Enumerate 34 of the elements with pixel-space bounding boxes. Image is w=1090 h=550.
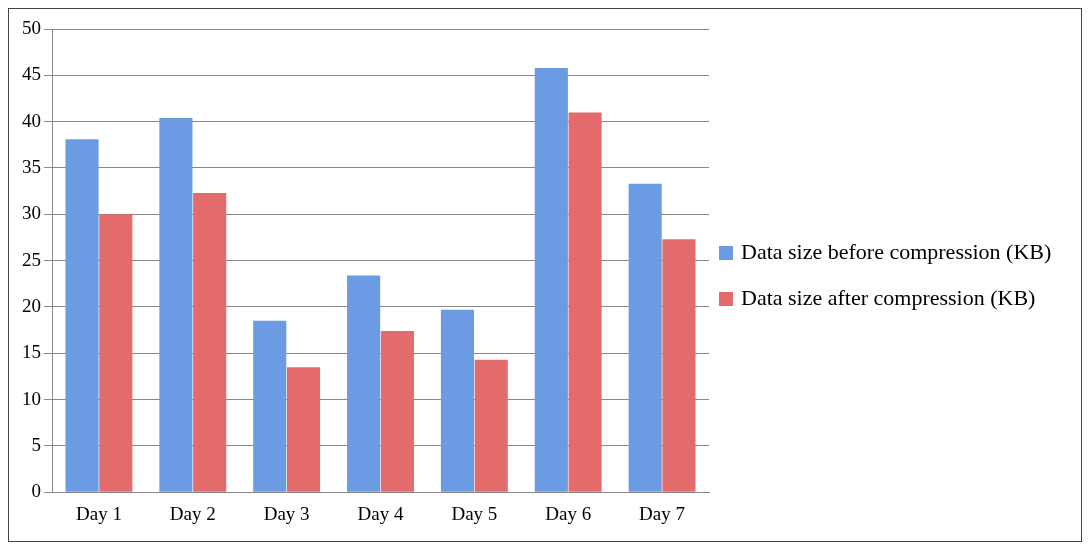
y-tick-label: 20	[22, 294, 41, 316]
bar	[286, 367, 321, 492]
x-tick-label: Day 3	[263, 502, 310, 524]
y-tick-label: 45	[22, 63, 41, 85]
y-tick-label: 15	[22, 341, 41, 363]
bar	[99, 214, 133, 492]
y-tick-label: 50	[22, 16, 41, 38]
bar	[253, 320, 287, 492]
x-tick-label: Day 7	[639, 502, 686, 524]
bar	[159, 117, 193, 492]
bar	[534, 67, 568, 492]
y-tick-label: 0	[31, 480, 41, 502]
legend-label: Data size before compression (KB)	[741, 239, 1052, 265]
bar	[628, 183, 662, 492]
y-tick-label: 40	[22, 109, 41, 131]
bar	[65, 139, 99, 492]
bar	[474, 359, 508, 492]
x-tick-label: Day 6	[545, 502, 592, 524]
x-tick-label: Day 2	[169, 502, 216, 524]
y-tick-label: 10	[22, 387, 41, 409]
bar	[568, 112, 602, 492]
y-tick-label: 25	[22, 248, 41, 270]
y-tick-label: 30	[22, 202, 41, 224]
bar	[193, 192, 227, 492]
y-tick-label: 35	[22, 155, 41, 177]
bar	[347, 275, 381, 492]
x-tick-label: Day 5	[451, 502, 498, 524]
legend-label: Data size after compression (KB)	[741, 285, 1036, 311]
bar	[440, 309, 475, 492]
x-tick-label: Day 4	[357, 502, 404, 524]
bar	[662, 239, 696, 492]
bar	[380, 331, 414, 492]
y-tick-label: 5	[31, 433, 41, 455]
x-tick-label: Day 1	[75, 502, 122, 524]
